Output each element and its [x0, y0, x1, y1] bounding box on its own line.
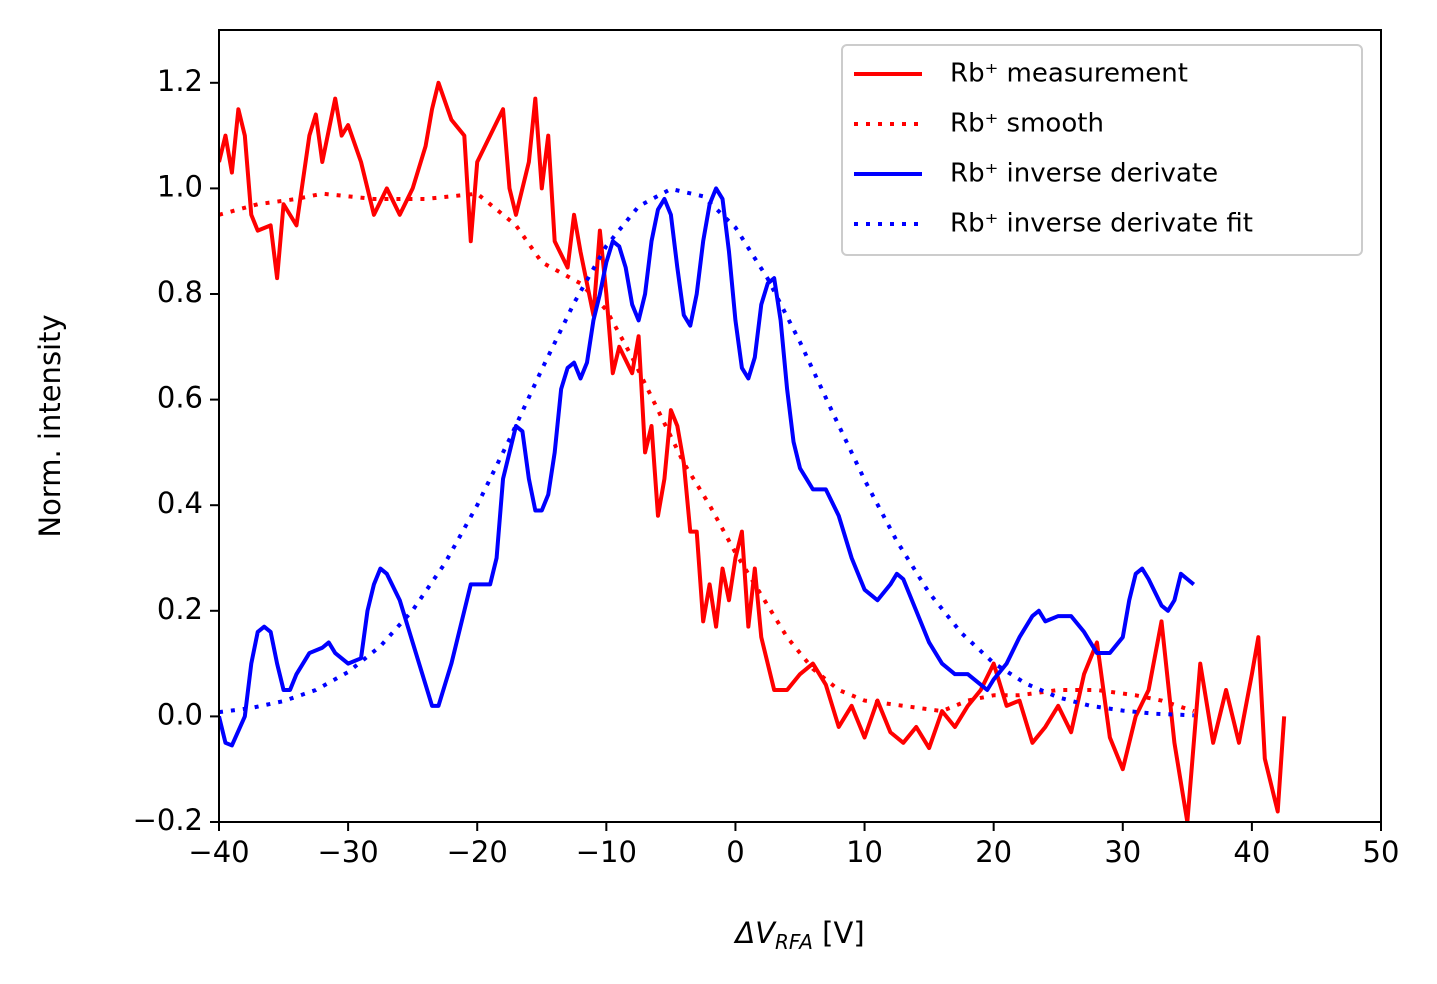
legend-box	[841, 44, 1363, 256]
y-tick-label: 1.2	[157, 64, 203, 98]
legend-label: Rb⁺ smooth	[950, 109, 1104, 139]
plot-frame	[218, 29, 1382, 823]
x-label-sub: RFA	[775, 930, 813, 954]
legend-label: Rb⁺ inverse derivate	[950, 159, 1218, 189]
x-tick-label: 50	[1363, 835, 1400, 869]
legend: Rb⁺ measurement Rb⁺ smooth Rb⁺ inverse der…	[841, 44, 1363, 256]
x-axis-label: ΔVRFA [V]	[733, 916, 864, 954]
y-tick-label: 0.8	[157, 275, 203, 309]
y-axis-label: Norm. intensity	[33, 314, 67, 537]
x-tick-label: 20	[975, 835, 1012, 869]
x-tick-label: −40	[188, 835, 249, 869]
series-line	[219, 191, 1195, 714]
y-tick-label: 0.6	[157, 381, 203, 415]
x-tick-label: 10	[846, 835, 883, 869]
y-tick-label: 0.0	[157, 697, 203, 731]
y-tick-label: 1.0	[157, 169, 203, 203]
x-tick-label: 30	[1104, 835, 1141, 869]
legend-label: Rb⁺ inverse derivate fit	[950, 209, 1253, 239]
x-tick-label: 0	[726, 835, 744, 869]
x-label-main: ΔV	[733, 916, 777, 950]
x-tick-label: 40	[1233, 835, 1270, 869]
series-line	[219, 80, 1287, 822]
series-line	[219, 186, 1196, 748]
y-tick-label: 0.4	[157, 486, 203, 520]
x-label-unit: [V]	[813, 916, 865, 950]
y-tick-label: −0.2	[133, 803, 203, 837]
x-tick-label: −20	[447, 835, 508, 869]
legend-label: Rb⁺ measurement	[950, 59, 1188, 89]
x-tick-label: −30	[318, 835, 379, 869]
y-tick-label: 0.2	[157, 592, 203, 626]
x-tick-label: −10	[576, 835, 637, 869]
